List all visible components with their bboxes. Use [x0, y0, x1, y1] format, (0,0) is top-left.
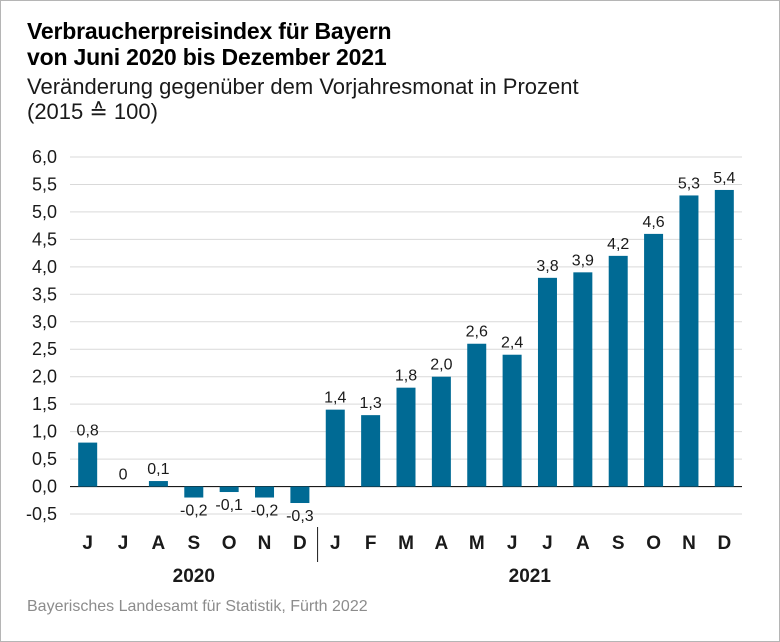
x-tick-label: A [576, 533, 590, 554]
bar [431, 376, 451, 487]
chart-title: Verbraucherpreisindex für Bayern von Jun… [27, 18, 392, 70]
x-tick-label: S [612, 533, 625, 554]
x-tick-label: J [118, 533, 129, 554]
x-tick-label: D [293, 533, 307, 554]
y-tick-label: 1,5 [32, 394, 57, 414]
y-tick-label: 5,0 [32, 202, 57, 222]
bar [78, 442, 98, 487]
data-label: 1,4 [324, 390, 346, 407]
data-label: 3,9 [572, 252, 594, 269]
chart-subtitle-line-2: (2015 ≙ 100) [27, 99, 158, 124]
y-tick-label: 2,0 [32, 367, 57, 387]
bar [219, 486, 239, 493]
x-tick-label: N [258, 533, 272, 554]
data-label: -0,2 [251, 503, 279, 520]
bar [255, 486, 275, 498]
x-tick-label: S [187, 533, 200, 554]
bar [290, 486, 310, 504]
x-tick-label: D [717, 533, 731, 554]
x-tick-label: J [330, 533, 341, 554]
source-note: Bayerisches Landesamt für Statistik, Für… [27, 598, 368, 615]
bar [608, 255, 628, 487]
data-label: 1,8 [395, 368, 417, 385]
bar [573, 272, 593, 487]
y-tick-label: 0,5 [32, 449, 57, 469]
bar [679, 195, 699, 487]
x-tick-label: J [542, 533, 553, 554]
bar [361, 415, 381, 487]
year-label: 2021 [509, 566, 552, 587]
y-tick-label: 1,0 [32, 422, 57, 442]
bar [467, 343, 487, 487]
y-tick-label: 6,0 [32, 147, 57, 167]
y-tick-label: 5,5 [32, 174, 57, 194]
bar [184, 486, 204, 498]
y-tick-label: 0,0 [32, 477, 57, 497]
chart-title-line-1: Verbraucherpreisindex für Bayern [27, 18, 392, 44]
x-tick-label: O [222, 533, 237, 554]
y-tick-label: 3,5 [32, 284, 57, 304]
y-tick-label: 4,0 [32, 257, 57, 277]
x-tick-label: N [682, 533, 696, 554]
x-tick-label: O [646, 533, 661, 554]
x-tick-label: A [435, 533, 449, 554]
chart-subtitle: Veränderung gegenüber dem Vorjahresmonat… [27, 74, 579, 124]
bar [714, 189, 734, 487]
x-tick-label: J [82, 533, 93, 554]
data-label: 2,0 [430, 357, 452, 374]
bar [396, 387, 416, 487]
bar [644, 233, 664, 487]
data-label: 2,4 [501, 335, 523, 352]
data-label: 4,2 [607, 236, 629, 253]
data-label: 2,6 [466, 324, 488, 341]
chart-subtitle-line-1: Veränderung gegenüber dem Vorjahresmonat… [27, 74, 579, 99]
chart-title-line-2: von Juni 2020 bis Dezember 2021 [27, 44, 387, 70]
data-label: 0,1 [147, 461, 169, 478]
y-tick-label: 2,5 [32, 339, 57, 359]
bar [148, 481, 168, 487]
data-label: 5,4 [713, 170, 735, 187]
bar [537, 277, 557, 487]
x-tick-label: M [469, 533, 485, 554]
data-label: 5,3 [678, 175, 700, 192]
x-tick-label: F [365, 533, 377, 554]
year-label: 2020 [173, 566, 215, 587]
x-tick-label: J [507, 533, 518, 554]
data-label: -0,1 [215, 497, 243, 514]
y-tick-label: -0,5 [26, 504, 57, 524]
x-tick-label: M [398, 533, 414, 554]
data-label: 0 [119, 467, 128, 484]
bar [502, 354, 522, 487]
x-tick-label: A [152, 533, 166, 554]
data-label: 0,8 [77, 423, 99, 440]
data-label: 1,3 [360, 395, 382, 412]
y-tick-label: 3,0 [32, 312, 57, 332]
bar [325, 409, 345, 487]
data-label: -0,3 [286, 508, 314, 525]
y-tick-label: 4,5 [32, 229, 57, 249]
data-label: 4,6 [642, 214, 664, 231]
data-label: 3,8 [536, 258, 558, 275]
data-label: -0,2 [180, 503, 208, 520]
